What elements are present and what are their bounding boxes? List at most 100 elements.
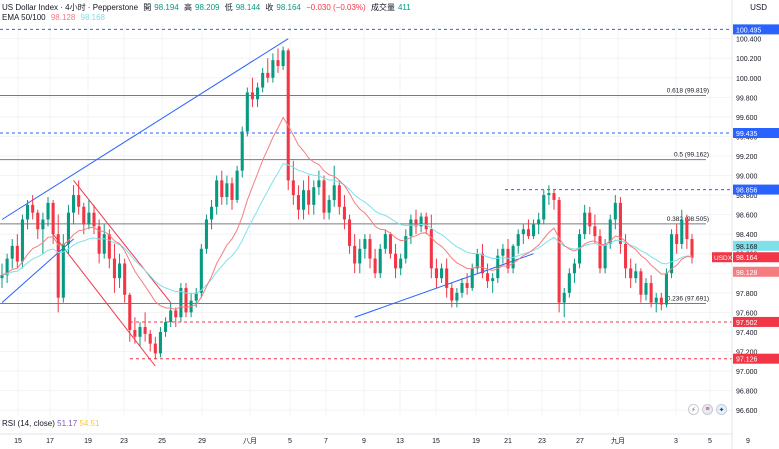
candle-body <box>572 263 576 274</box>
flag-eu-icon[interactable]: ✦ <box>716 404 727 415</box>
ema-legend[interactable]: EMA 50/100 98.128 98.168 <box>2 13 108 23</box>
candle-body <box>383 234 387 249</box>
rsi-value: 51.17 <box>57 419 78 428</box>
candle-body <box>690 239 694 258</box>
candle-body <box>496 255 500 279</box>
candle-body <box>353 245 357 264</box>
level-price-tag <box>733 184 779 195</box>
time-axis[interactable]: 15 17 19 23 25 29 八月 5 7 9 13 15 19 21 23 27 九月 3 5 9 <box>0 433 750 445</box>
candle-body <box>629 268 633 279</box>
candle-body <box>588 212 592 227</box>
downtrend-line-lower[interactable] <box>52 233 156 367</box>
level-price-tag <box>733 24 779 35</box>
candle-body <box>118 263 122 279</box>
x-tick-label: 九月 <box>611 436 625 445</box>
candle-body <box>199 248 203 293</box>
y-tick-label: 97.000 <box>736 369 758 376</box>
level-price-text: 97.126 <box>736 357 758 364</box>
x-tick-label: 19 <box>84 438 92 445</box>
candle-body <box>87 212 91 225</box>
candle-body <box>51 202 55 235</box>
fib-level-label: 0.618 (99.819) <box>667 87 709 94</box>
candle-body <box>317 180 321 188</box>
price-levels: 0.618 (99.819) 0.5 (99.162) 0.382 (98.505)… <box>0 28 732 360</box>
uptrend-line-lower[interactable] <box>1 238 74 303</box>
candle-body <box>245 92 249 132</box>
candle-body <box>230 183 234 200</box>
fib-level-label: 0.5 (99.162) <box>674 152 709 159</box>
x-tick-label: 29 <box>198 438 206 445</box>
price-axis[interactable]: 100.400100.200100.00099.80099.60099.4009… <box>712 0 779 449</box>
candle-body <box>639 271 643 295</box>
candle-body <box>92 212 96 227</box>
y-tick-label: 98.400 <box>736 232 758 239</box>
candle-body <box>194 292 198 301</box>
symbol-header: US Dollar Index · 4小时 · Pepperstone 開 98.… <box>2 3 411 12</box>
candle-body <box>312 187 316 205</box>
candle-body <box>486 273 490 282</box>
price-tag <box>733 240 779 251</box>
rsi-legend[interactable]: RSI (14, close) 51.17 54.51 <box>2 419 99 428</box>
y-tick-label: 99.800 <box>736 95 758 102</box>
candle-body <box>220 180 224 198</box>
candle-body <box>322 180 326 213</box>
candle-body <box>235 170 239 200</box>
candle-body <box>179 287 183 318</box>
x-tick-label: 15 <box>14 438 22 445</box>
candle-body <box>659 297 663 305</box>
x-tick-label: 15 <box>432 438 440 445</box>
candle-body <box>593 226 597 237</box>
candle-body <box>102 234 106 254</box>
y-tick-label: 100.400 <box>736 37 761 44</box>
candle-body <box>552 193 556 200</box>
candle-body <box>445 268 449 288</box>
x-tick-label: 3 <box>674 438 678 445</box>
level-price-text: 99.435 <box>736 131 758 138</box>
level-price-tag <box>733 127 779 138</box>
candle-body <box>41 219 45 230</box>
candle-body <box>537 219 541 225</box>
uptrend-line-mid[interactable] <box>354 253 534 318</box>
candle-body <box>414 219 418 227</box>
level-price-tag <box>733 353 779 364</box>
fib-level-label: 0.382 (98.505) <box>667 216 709 223</box>
candle-body <box>434 268 438 279</box>
rsi-label: RSI (14, close) <box>2 419 55 428</box>
flag-us-icon[interactable]: ≡ <box>702 404 713 415</box>
candle-body <box>31 204 35 213</box>
candle-body <box>307 190 311 205</box>
y-tick-label: 97.800 <box>736 291 758 298</box>
trend-lines <box>1 38 534 367</box>
lightning-icon[interactable]: ⚡ <box>688 404 699 415</box>
candle-body <box>613 202 617 220</box>
ema50-line[interactable] <box>1 116 693 310</box>
candle-body <box>153 343 157 354</box>
candle-body <box>261 72 265 88</box>
ema100-line[interactable] <box>1 163 693 295</box>
candle-body <box>291 180 295 196</box>
currency-label: USD <box>750 3 767 12</box>
chart-grid <box>0 24 732 415</box>
y-tick-label: 100.200 <box>736 56 761 63</box>
rsi-ma-value: 54.51 <box>79 419 100 428</box>
candle-body <box>419 216 423 227</box>
x-tick-label: 5 <box>288 438 292 445</box>
symbol-tag <box>712 252 732 263</box>
candle-body <box>348 219 352 246</box>
y-tick-label: 97.400 <box>736 330 758 337</box>
x-tick-label: 23 <box>120 438 128 445</box>
downtrend-line-upper[interactable] <box>73 180 172 303</box>
fib-level-label: 0.236 (97.691) <box>667 295 709 302</box>
candle-body <box>20 219 24 262</box>
candle-body <box>373 258 377 274</box>
y-tick-label: 96.600 <box>736 408 758 415</box>
candle-body <box>424 216 428 230</box>
candle-body <box>460 283 464 293</box>
event-icons[interactable]: ⚡ ≡ ✦ <box>688 404 727 415</box>
uptrend-line-upper[interactable] <box>1 38 289 220</box>
x-tick-label: 25 <box>158 438 166 445</box>
candle-body <box>470 268 474 288</box>
candle-body <box>61 243 65 298</box>
symbol-title: US Dollar Index · 4小时 · Pepperstone <box>2 3 139 12</box>
